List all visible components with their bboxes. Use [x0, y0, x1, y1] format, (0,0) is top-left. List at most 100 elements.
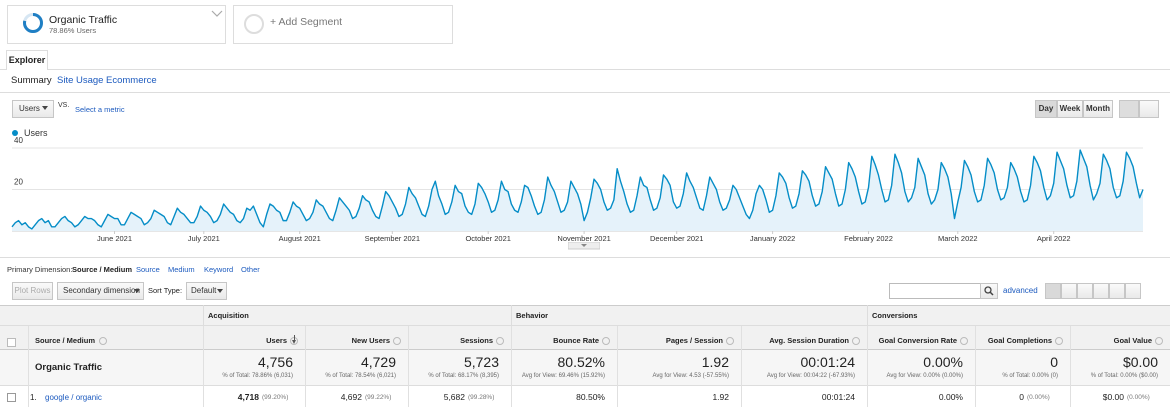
period-button[interactable]: Day	[1035, 100, 1057, 118]
view-button[interactable]	[1061, 283, 1077, 299]
dimension-link[interactable]: Keyword	[204, 265, 234, 274]
period-button[interactable]: Week	[1057, 100, 1083, 118]
column-header[interactable]: Goal Value	[1113, 336, 1152, 345]
column-header[interactable]: Goal Conversion Rate	[878, 336, 957, 345]
row-checkbox[interactable]	[7, 393, 16, 402]
checkbox[interactable]	[7, 338, 16, 347]
column-header[interactable]: Goal Completions	[987, 336, 1052, 345]
column-divider	[741, 326, 742, 407]
total-label: Organic Traffic	[35, 362, 103, 373]
row-index: 1.	[30, 393, 37, 402]
vs-label: VS.	[58, 102, 70, 109]
line-chart-icon[interactable]	[1119, 100, 1139, 118]
column-group: Conversions	[872, 311, 918, 320]
sub-line	[0, 92, 1170, 93]
row-pct: (99.20%)	[262, 394, 289, 401]
period-button[interactable]: Month	[1083, 100, 1113, 118]
tab-link[interactable]: Summary	[11, 75, 52, 86]
row-pct: (99.28%)	[468, 394, 495, 401]
total-sub: % of Total: 78.54% (6,021)	[325, 373, 396, 379]
select-metric[interactable]: Select a metric	[75, 105, 125, 114]
column-divider	[1070, 326, 1071, 407]
row-label[interactable]: google / organic	[45, 393, 102, 402]
column-header[interactable]: Avg. Session Duration	[769, 336, 849, 345]
total-value: 4,756	[257, 354, 293, 370]
table-group-row	[0, 305, 1170, 326]
add-segment[interactable]: + Add Segment	[270, 16, 343, 28]
x-tick-label: March 2022	[938, 234, 978, 243]
total-value: $0.00	[1122, 354, 1158, 370]
advanced-link[interactable]: advanced	[1003, 286, 1038, 295]
y-tick-label: 40	[14, 136, 23, 145]
add-segment-card[interactable]	[233, 5, 453, 44]
sort-arrow-head	[292, 340, 296, 344]
sort-value: Default	[191, 286, 217, 295]
column-header[interactable]: Bounce Rate	[553, 336, 599, 345]
segment-sub: 78.86% Users	[49, 26, 97, 35]
total-value: 0	[1050, 354, 1058, 370]
dimension-link[interactable]: Medium	[168, 265, 195, 274]
total-sub: % of Total: 0.00% ($0.00)	[1090, 373, 1158, 379]
sort-label: Sort Type:	[148, 286, 183, 295]
view-button[interactable]	[1077, 283, 1093, 299]
view-button[interactable]	[1109, 283, 1125, 299]
row-value: $0.00	[1102, 392, 1124, 402]
dimension-link[interactable]: Source	[136, 265, 160, 274]
column-group: Behavior	[516, 311, 549, 320]
secondary-dimension[interactable]: Secondary dimension	[57, 282, 144, 300]
x-tick-label: August 2021	[279, 234, 321, 243]
column-header[interactable]: Pages / Session	[665, 336, 723, 345]
chart-line	[0, 257, 1170, 258]
column-group: Acquisition	[208, 311, 249, 320]
help-icon	[602, 337, 610, 345]
help-icon	[1055, 337, 1063, 345]
row-value: 4,718	[237, 392, 259, 402]
chart: 20 40 June 2021 July 2021 August 2021 Septemb…	[11, 128, 1144, 243]
total-sub: % of Total: 78.86% (6,031)	[222, 373, 293, 379]
x-tick-label: September 2021	[365, 234, 420, 243]
segment-card[interactable]	[7, 5, 226, 44]
help-icon	[496, 337, 504, 345]
tab-link[interactable]: Ecommerce	[106, 75, 157, 86]
explorer-tab[interactable]: Explorer	[6, 50, 48, 70]
x-tick-label: January 2022	[750, 234, 795, 243]
view-button[interactable]	[1045, 283, 1061, 299]
column-divider	[617, 326, 618, 407]
total-value: 4,729	[360, 354, 396, 370]
view-button[interactable]	[1125, 283, 1141, 299]
column-header[interactable]: Source / Medium	[35, 336, 96, 345]
column-header[interactable]: Users	[266, 336, 287, 345]
total-sub: % of Total: 0.00% (0)	[1002, 373, 1058, 379]
help-icon	[393, 337, 401, 345]
x-tick-label: February 2022	[844, 234, 893, 243]
view-button[interactable]	[1093, 283, 1109, 299]
plot-rows[interactable]: Plot Rows	[12, 282, 53, 300]
motion-chart-icon[interactable]	[1139, 100, 1159, 118]
x-tick-label: November 2021	[557, 234, 610, 243]
total-value: 0.00%	[923, 354, 963, 370]
segment-chevron	[211, 10, 223, 17]
help-icon	[1155, 337, 1163, 345]
secondary-label: Secondary dimension	[63, 286, 140, 295]
x-tick-label: July 2021	[188, 234, 220, 243]
legend-label: Users	[24, 128, 48, 138]
sort-dropdown[interactable]: Default	[186, 282, 227, 300]
column-header[interactable]: Sessions	[460, 336, 493, 345]
row-pct: (0.00%)	[1127, 394, 1150, 401]
total-sub: Avg for View: 69.46% (15.92%)	[521, 373, 605, 379]
total-sub: Avg for View: 00:04:22 (-67.93%)	[766, 373, 855, 379]
column-divider	[305, 326, 306, 407]
dimension-link[interactable]: Other	[241, 265, 260, 274]
tab-link[interactable]: Site Usage	[57, 75, 104, 86]
search-button[interactable]	[980, 283, 998, 299]
caret	[217, 289, 223, 293]
search-box[interactable]	[889, 283, 981, 299]
help-icon	[99, 337, 107, 345]
dimension-active: Source / Medium	[72, 265, 133, 274]
x-tick-label: December 2021	[650, 234, 703, 243]
metric-dropdown[interactable]: Users	[12, 100, 54, 118]
column-header[interactable]: New Users	[351, 336, 390, 345]
row-pct: (0.00%)	[1027, 394, 1050, 401]
column-divider	[975, 326, 976, 407]
